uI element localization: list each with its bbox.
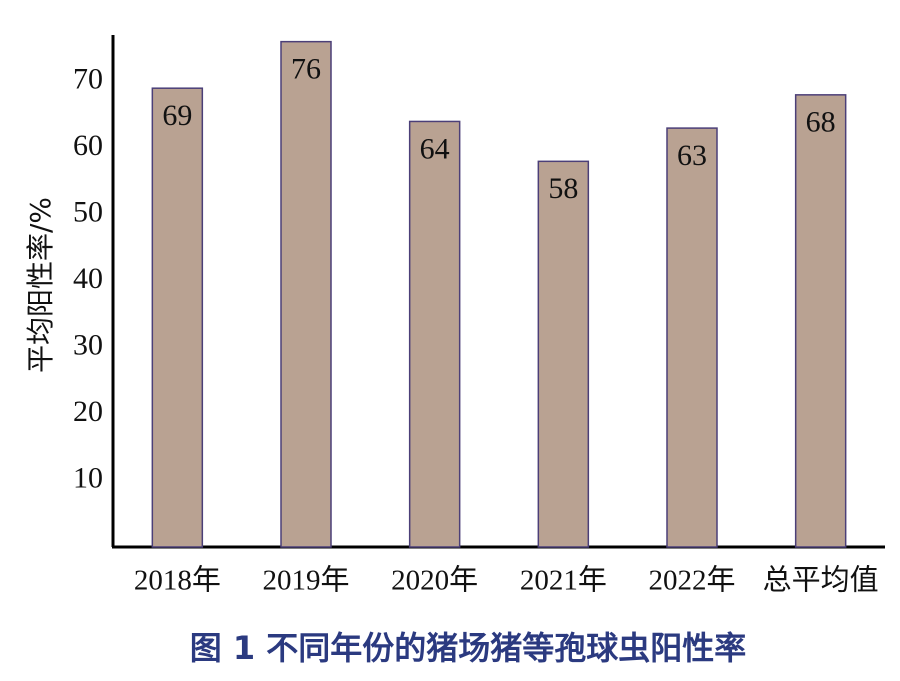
data-label: 69 [162, 99, 192, 132]
y-tick-label: 70 [73, 62, 103, 95]
x-tick-label: 总平均值 [763, 564, 879, 597]
data-label: 64 [420, 132, 450, 165]
x-tick-label: 2018年 [134, 564, 221, 597]
bar [537, 160, 590, 548]
y-tick-label: 60 [73, 129, 103, 162]
data-label: 76 [291, 53, 321, 86]
bar [151, 87, 204, 548]
bar [408, 120, 461, 548]
y-tick-label: 10 [73, 461, 103, 494]
bar [666, 127, 718, 548]
data-label: 58 [548, 172, 578, 205]
x-tick-label: 2021年 [520, 564, 607, 597]
y-axis-label: 平均阳性率/% [24, 197, 57, 373]
x-tick-label: 2020年 [391, 564, 478, 597]
x-tick-label: 2019年 [262, 564, 349, 597]
y-tick-label: 40 [73, 262, 103, 295]
y-tick-label: 30 [73, 328, 103, 361]
bar [794, 94, 847, 548]
y-tick-label: 50 [73, 195, 103, 228]
data-label: 68 [806, 106, 836, 139]
bar [280, 40, 332, 548]
x-tick-label: 2022年 [648, 564, 735, 597]
y-tick-label: 20 [73, 395, 103, 428]
data-label: 63 [677, 139, 707, 172]
chart-title: 图 1 不同年份的猪场猪等孢球虫阳性率 [190, 629, 747, 667]
